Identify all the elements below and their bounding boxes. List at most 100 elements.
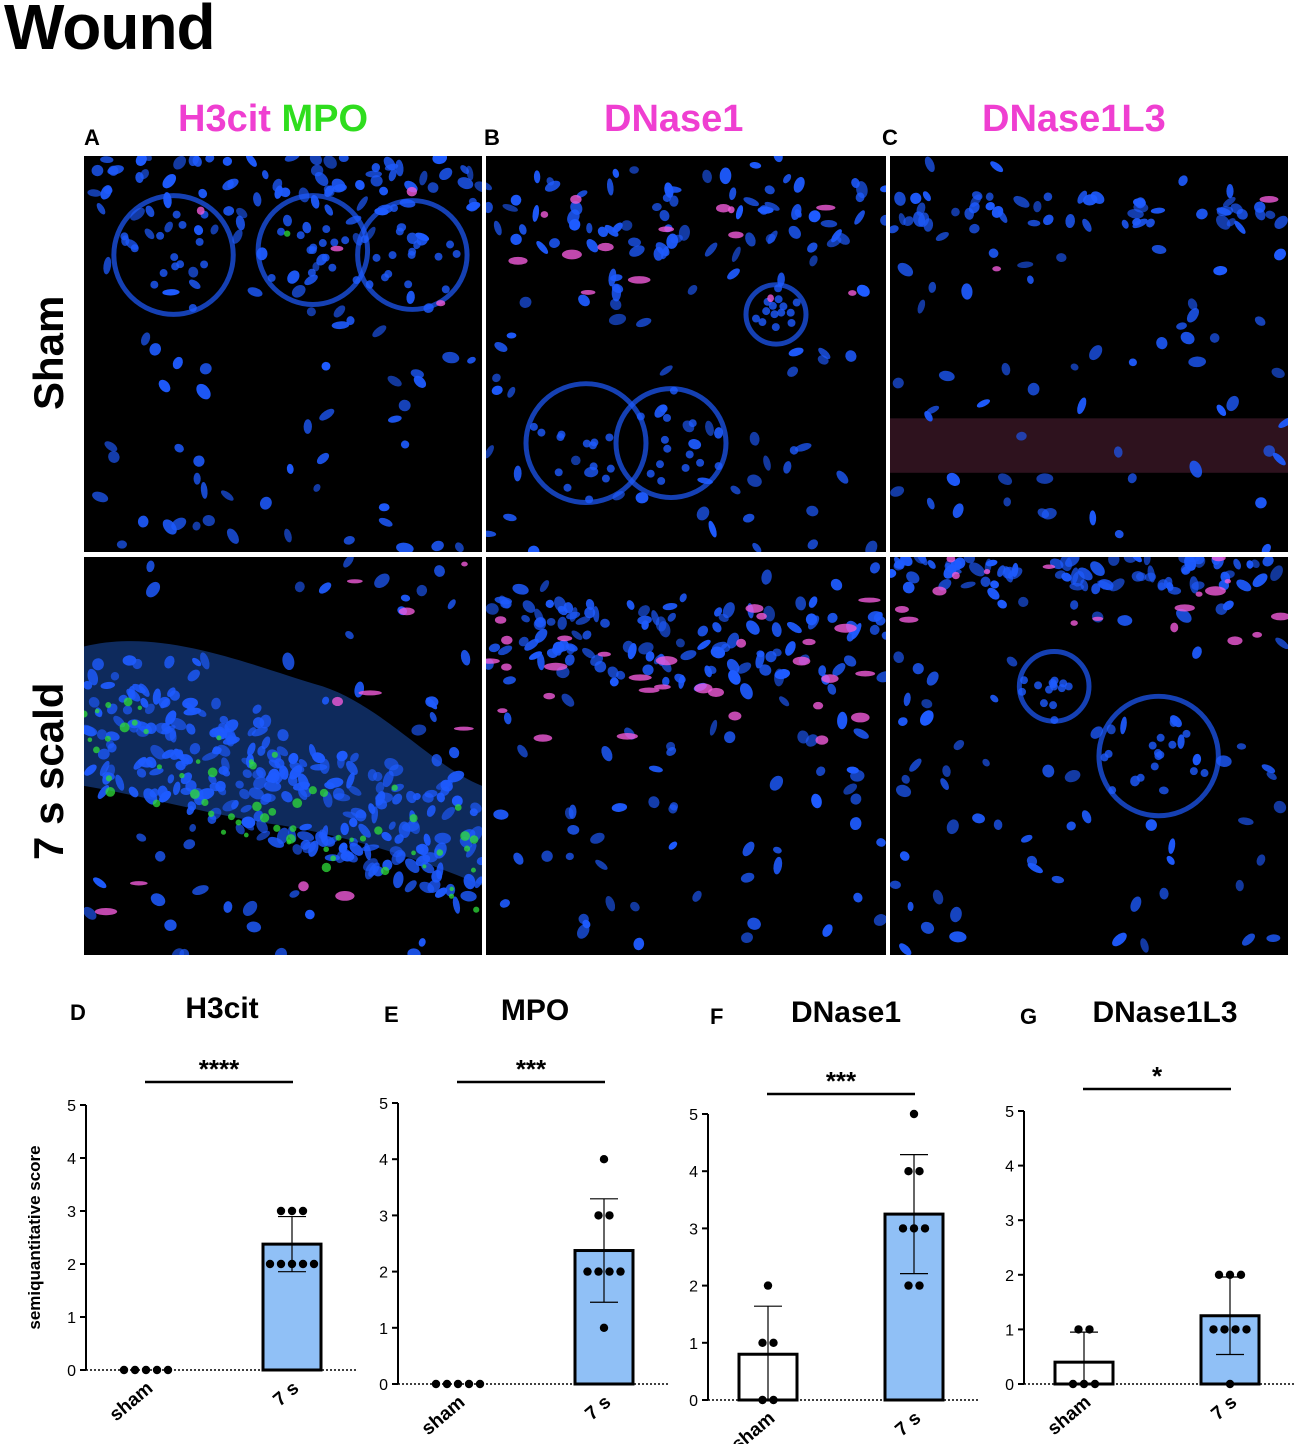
data-point-d-0-4 (163, 1365, 173, 1375)
data-point-d-0-0 (119, 1365, 129, 1375)
y-tick-label-d-4: 4 (67, 1151, 76, 1168)
data-point-g-1-0 (1214, 1270, 1224, 1279)
data-point-g-0-2 (1068, 1379, 1078, 1389)
data-point-e-0-4 (475, 1379, 485, 1389)
data-point-d-1-2 (298, 1206, 308, 1216)
data-point-e-1-5 (605, 1267, 614, 1276)
chart-f: F DNase1 0 1 2 3 4 5 sham 7 s *** (689, 996, 978, 1444)
y-tick-label-e-2: 2 (379, 1265, 388, 1282)
y-tick-label-e-0: 0 (379, 1377, 388, 1394)
data-point-e-1-4 (594, 1267, 603, 1276)
x-tick-label-g-0: sham (1044, 1392, 1096, 1440)
micrograph-scald-h3cit-mpo-image (84, 557, 482, 955)
data-point-e-0-2 (453, 1379, 463, 1389)
significance-stars-g: * (1152, 1061, 1163, 1091)
data-point-g-1-2 (1236, 1270, 1246, 1279)
data-point-e-1-7 (599, 1323, 609, 1332)
data-point-d-1-1 (287, 1206, 297, 1216)
data-point-g-0-4 (1090, 1379, 1100, 1389)
data-point-f-1-3 (898, 1224, 908, 1233)
data-point-d-1-3 (265, 1259, 275, 1269)
data-point-f-0-3 (758, 1395, 767, 1405)
chart-title-g: DNase1L3 (1092, 996, 1237, 1029)
micrograph-sham-dnase1l3 (890, 156, 1288, 552)
y-axis-title: semiquantitative score (25, 1145, 44, 1329)
chart-title-f: DNase1 (791, 996, 901, 1029)
data-point-f-0-2 (769, 1338, 778, 1347)
data-point-g-0-0 (1074, 1325, 1083, 1334)
y-tick-label-g-0: 0 (1005, 1377, 1014, 1394)
y-tick-label-d-2: 2 (67, 1257, 76, 1274)
y-tick-label-f-1: 1 (689, 1336, 698, 1353)
panel-label-a: A (84, 125, 100, 150)
data-point-g-1-1 (1225, 1270, 1235, 1279)
data-point-g-1-7 (1225, 1379, 1235, 1389)
panel-label-d: D (70, 1000, 86, 1025)
micrograph-scald-h3cit-mpo (84, 557, 482, 955)
y-tick-label-d-0: 0 (67, 1363, 76, 1380)
data-point-e-0-1 (442, 1379, 452, 1389)
data-point-f-0-1 (758, 1338, 767, 1347)
chart-title-e: MPO (501, 994, 569, 1027)
data-point-g-0-1 (1085, 1325, 1094, 1334)
data-point-f-1-2 (915, 1167, 924, 1176)
data-point-e-1-0 (599, 1155, 609, 1164)
y-tick-label-f-0: 0 (689, 1393, 698, 1410)
figure-title: Wound (4, 0, 216, 63)
row-label-sham: Sham (25, 295, 72, 410)
micrograph-scald-dnase1-image (486, 562, 886, 951)
data-point-f-0-4 (769, 1395, 778, 1405)
x-tick-label-e-1: 7 s (581, 1392, 615, 1425)
chart-d: D H3cit 0 1 2 3 4 5 semiquantitative score sham 7 … (25, 992, 356, 1426)
data-point-d-0-3 (152, 1365, 162, 1375)
data-point-g-1-5 (1231, 1325, 1240, 1334)
chart-e: E MPO 0 1 2 3 4 5 sham 7 s *** (379, 994, 668, 1440)
data-point-g-1-3 (1209, 1325, 1218, 1334)
mpo-stain-label: MPO (281, 98, 369, 140)
y-tick-label-f-2: 2 (689, 1279, 698, 1296)
data-point-g-1-4 (1220, 1325, 1229, 1334)
x-tick-label-d-1: 7 s (269, 1378, 303, 1411)
y-tick-label-e-4: 4 (379, 1152, 388, 1169)
panel-label-c: C (882, 125, 898, 150)
y-tick-label-f-3: 3 (689, 1221, 698, 1238)
data-point-d-1-7 (309, 1259, 319, 1269)
data-point-d-0-1 (130, 1365, 140, 1375)
y-tick-label-e-5: 5 (379, 1096, 388, 1113)
data-point-d-1-6 (298, 1259, 308, 1269)
micrograph-sham-h3cit-mpo-image (87, 156, 482, 552)
row-label-scald: 7 s scald (25, 682, 72, 860)
data-point-g-1-6 (1242, 1325, 1251, 1334)
y-tick-label-g-4: 4 (1005, 1159, 1014, 1176)
y-tick-label-g-1: 1 (1005, 1322, 1014, 1339)
data-point-e-1-2 (605, 1211, 614, 1220)
data-point-d-1-0 (276, 1206, 286, 1216)
x-tick-label-g-1: 7 s (1207, 1392, 1241, 1425)
column-header-b: DNase1 (604, 98, 744, 140)
y-tick-label-e-1: 1 (379, 1321, 388, 1338)
significance-stars-d: **** (199, 1054, 240, 1084)
significance-stars-f: *** (826, 1066, 857, 1096)
panel-label-f: F (710, 1004, 723, 1029)
y-tick-label-d-5: 5 (67, 1098, 76, 1115)
data-point-e-0-0 (431, 1379, 441, 1389)
y-tick-label-g-2: 2 (1005, 1268, 1014, 1285)
chart-title-d: H3cit (185, 992, 258, 1025)
data-point-f-1-6 (904, 1281, 913, 1290)
micrograph-sham-dnase1-image (486, 156, 886, 552)
y-tick-label-g-5: 5 (1005, 1104, 1014, 1121)
data-point-e-0-3 (464, 1379, 474, 1389)
significance-stars-e: *** (516, 1054, 547, 1084)
y-tick-label-e-3: 3 (379, 1208, 388, 1225)
micrograph-sham-dnase1 (486, 156, 886, 552)
data-point-f-1-5 (920, 1224, 930, 1233)
micrograph-sham-h3cit-mpo (84, 156, 482, 552)
micrograph-sham-dnase1l3-image (890, 156, 1288, 552)
data-point-e-1-1 (594, 1211, 603, 1220)
x-tick-label-e-0: sham (418, 1392, 470, 1440)
data-point-f-1-0 (909, 1109, 919, 1119)
data-point-d-1-4 (276, 1259, 286, 1269)
panel-label-e: E (384, 1002, 399, 1027)
y-tick-label-g-3: 3 (1005, 1213, 1014, 1230)
x-tick-label-f-0: sham (728, 1408, 780, 1444)
